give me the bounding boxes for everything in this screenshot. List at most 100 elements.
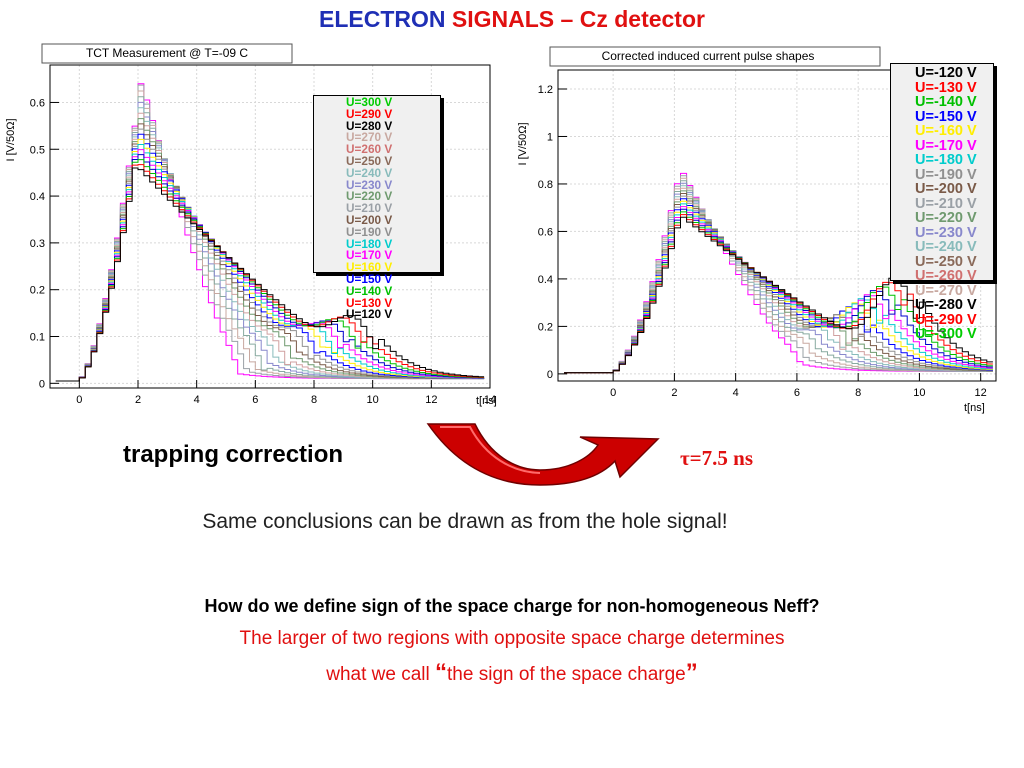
legend-entry: U=-280 V xyxy=(915,297,977,313)
tau-value: τ=7.5 ns xyxy=(680,446,753,470)
legend-entry: U=-220 V xyxy=(915,210,977,226)
title-signals: SIGNALS – Cz detector xyxy=(451,6,705,32)
pulse-curve xyxy=(55,144,485,382)
legend-entry: U=-200 V xyxy=(915,181,977,197)
question-text: How do we define sign of the space charg… xyxy=(204,596,820,616)
legend-entry: U=-120 V xyxy=(915,65,977,81)
x-tick-label: 2 xyxy=(671,387,677,399)
x-tick-label: 12 xyxy=(975,387,987,399)
x-tick-label: 8 xyxy=(311,394,317,406)
left-plot-title: TCT Measurement @ T=-09 C xyxy=(86,46,248,60)
legend-entry: U=290 V xyxy=(346,106,393,121)
pulse-curve xyxy=(55,128,485,382)
legend-entry: U=-250 V xyxy=(915,253,977,270)
y-tick-label: 0.5 xyxy=(30,144,45,156)
legend-entry: U=130 V xyxy=(346,295,393,310)
pulse-curve xyxy=(55,138,485,382)
legend-entry: U=-230 V xyxy=(915,224,977,241)
x-tick-label: 0 xyxy=(610,387,616,399)
pulse-curve xyxy=(55,167,485,382)
answer-line-2-main: the sign of the space charge xyxy=(447,664,686,685)
legend-entry: U=190 V xyxy=(346,224,393,239)
left-plot-title-box xyxy=(41,43,293,64)
x-tick-label: 6 xyxy=(794,387,800,399)
legend-entry: U=210 V xyxy=(346,201,393,216)
x-tick-label: 4 xyxy=(194,394,200,406)
x-tick-label: 10 xyxy=(913,387,925,399)
y-tick-label: 0.3 xyxy=(30,238,45,250)
slide-title: ELECTRON SIGNALS – Cz detector xyxy=(0,6,1024,33)
legend-entry: U=-260 V xyxy=(915,268,977,284)
legend-entry: U=-300 V xyxy=(915,326,977,342)
x-tick-label: 2 xyxy=(135,394,141,406)
answer-line-2: what we call “the sign of the space char… xyxy=(0,659,1024,687)
pulse-curve xyxy=(564,177,993,374)
pulse-curve xyxy=(564,182,993,374)
pulse-curve xyxy=(55,159,485,382)
legend-entry: U=-190 V xyxy=(915,166,977,183)
left-legend: U=300 V U=290 V U=280 V U=270 V U=260 V U=250… xyxy=(313,95,441,320)
y-tick-label: 1 xyxy=(547,131,553,143)
y-tick-label: 0.1 xyxy=(30,332,45,344)
curved-arrow-shape xyxy=(426,423,660,486)
legend-entry: U=-240 V xyxy=(915,239,977,255)
x-tick-label: 6 xyxy=(252,394,258,406)
legend-entry: U=250 V xyxy=(346,153,393,168)
y-tick-label: 1.2 xyxy=(538,84,553,96)
y-tick-label: 0.8 xyxy=(538,179,553,191)
legend-entry: U=280 V xyxy=(346,118,393,133)
legend-entry: U=-150 V xyxy=(915,108,977,125)
legend-entry: U=-180 V xyxy=(915,152,977,168)
legend-entry: U=260 V xyxy=(346,142,393,157)
x-tick-label: 8 xyxy=(855,387,861,399)
legend-entry: U=-210 V xyxy=(915,195,977,212)
y-tick-label: 0 xyxy=(547,369,553,381)
legend-entry: U=160 V xyxy=(346,260,393,275)
answer-line-2-prefix: what we call xyxy=(326,664,436,685)
y-tick-label: 0.4 xyxy=(538,274,553,286)
legend-entry: U=270 V xyxy=(346,130,393,145)
y-tick-label: 0.4 xyxy=(30,191,45,203)
right-plot-frame xyxy=(557,69,997,382)
legend-entry: U=230 V xyxy=(346,177,393,192)
left-plot-frame xyxy=(49,64,491,389)
y-tick-label: 0 xyxy=(39,378,45,390)
legend-entry: U=150 V xyxy=(346,271,393,286)
open-quote: “ xyxy=(435,659,448,686)
legend-entry: U=240 V xyxy=(346,165,393,180)
arrow-highlight xyxy=(440,426,541,474)
pulse-curve xyxy=(564,180,993,374)
legend-entry: U=170 V xyxy=(346,248,393,263)
legend-entry: U=120 V xyxy=(346,307,393,322)
trapping-correction-arrow xyxy=(426,423,660,486)
trapping-correction-label: trapping correction xyxy=(123,441,344,468)
x-tick-label: 0 xyxy=(76,394,82,406)
pulse-curve xyxy=(55,149,485,382)
legend-entry: U=-130 V xyxy=(915,79,977,96)
right-plot-title: Corrected induced current pulse shapes xyxy=(602,49,815,63)
conclusion-text: Same conclusions can be drawn as from th… xyxy=(202,510,728,533)
legend-entry: U=-170 V xyxy=(915,137,977,154)
right-legend: U=-120 V U=-130 V U=-140 V U=-150 V U=-160 V… xyxy=(890,63,994,341)
answer-line-1: The larger of two regions with opposite … xyxy=(239,628,785,649)
legend-entry: U=220 V xyxy=(346,189,393,204)
y-tick-label: 0.2 xyxy=(30,285,45,297)
legend-entry: U=300 V xyxy=(346,95,393,109)
x-tick-label: 10 xyxy=(367,394,379,406)
left-y-axis-label: I [V/50Ω] xyxy=(5,118,17,161)
legend-entry: U=200 V xyxy=(346,212,393,227)
left-x-axis-label: t[ns] xyxy=(476,395,497,407)
legend-entry: U=-290 V xyxy=(915,311,977,328)
right-plot-title-box xyxy=(549,46,881,67)
y-tick-label: 0.2 xyxy=(538,321,553,333)
legend-entry: U=-270 V xyxy=(915,282,977,299)
legend-entry: U=-160 V xyxy=(915,123,977,139)
x-tick-label: 14 xyxy=(484,394,496,406)
right-y-axis-label: I [V/50Ω] xyxy=(517,122,529,165)
title-electron: ELECTRON xyxy=(319,6,446,32)
y-tick-label: 0.6 xyxy=(30,97,45,109)
close-quote: ” xyxy=(685,659,698,686)
pulse-curve xyxy=(55,164,485,382)
y-tick-label: 0.6 xyxy=(538,226,553,238)
legend-entry: U=180 V xyxy=(346,236,393,251)
